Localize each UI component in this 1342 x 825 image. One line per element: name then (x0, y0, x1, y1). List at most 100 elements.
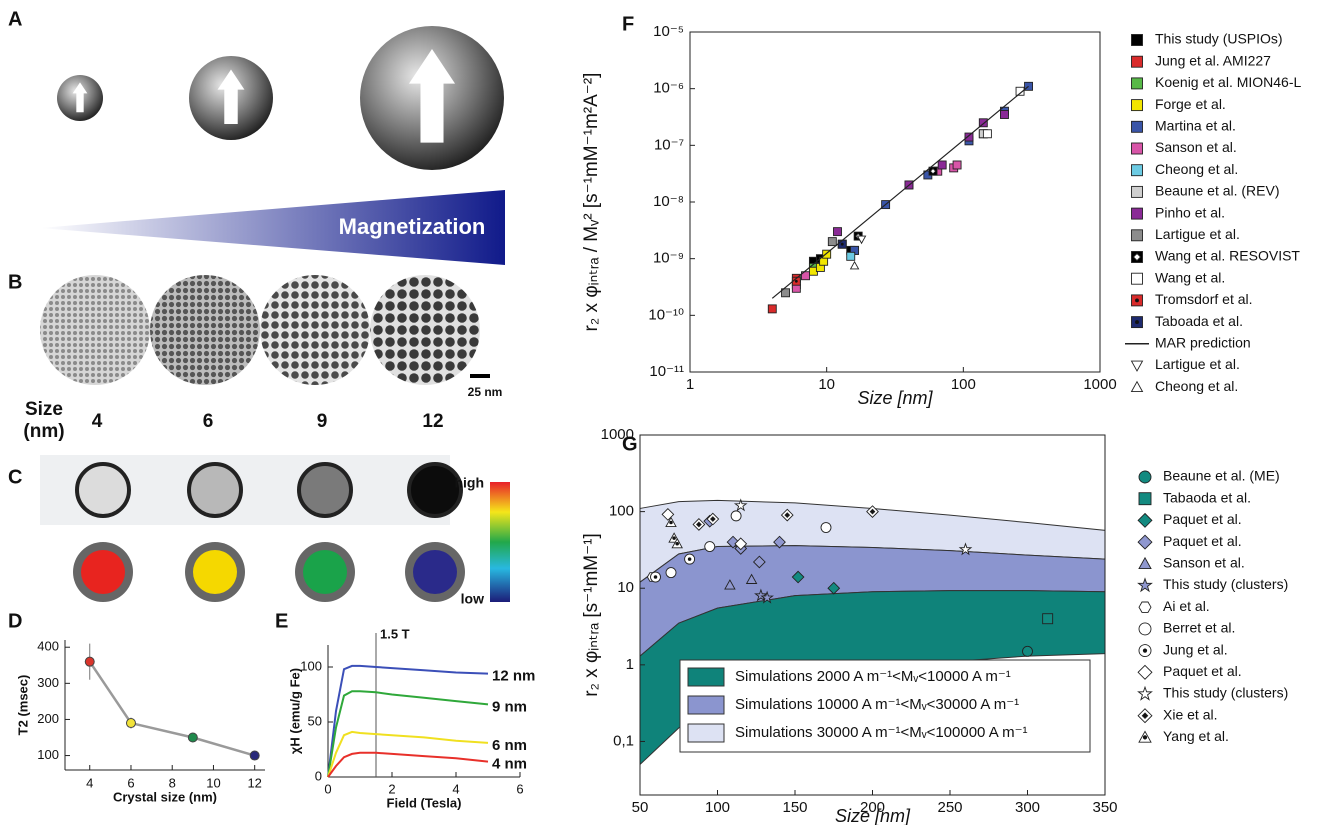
magnetization-curve (328, 691, 488, 777)
legend-label: Sanson et al. (1155, 139, 1237, 155)
panel-letter: E (275, 610, 288, 632)
legend-label: Martina et al. (1155, 118, 1236, 134)
band-label: Simulations 30000 A m⁻¹<Mᵥ<100000 A m⁻¹ (735, 724, 1028, 741)
y-tick-label: 10⁻⁵ (653, 23, 684, 40)
legend-label: Paquet et al. (1163, 533, 1242, 549)
legend-label: Wang et al. (1155, 269, 1225, 285)
legend-marker (1132, 273, 1143, 284)
marker-dot (1135, 298, 1139, 302)
data-point (1043, 614, 1053, 624)
legend-marker (1139, 558, 1151, 569)
marker-shape (1023, 646, 1033, 656)
marker-shape (1132, 100, 1143, 111)
marker-shape (1132, 56, 1143, 67)
marker-dot (795, 280, 798, 283)
legend-marker (1138, 687, 1151, 699)
panel-letter: B (8, 271, 22, 293)
y-axis-label: r₂ x φᵢₙₜᵣₐ [s⁻¹mM⁻¹] (581, 533, 602, 697)
legend-marker (1132, 143, 1143, 154)
data-point (833, 228, 841, 236)
marker-shape (1132, 382, 1143, 392)
legend-label: Koenig et al. MION46-L (1155, 74, 1302, 90)
legend-label: Jung et al. (1163, 641, 1228, 657)
legend-marker (1139, 602, 1151, 612)
data-point (188, 733, 197, 742)
data-point (983, 130, 991, 138)
x-tick-label: 6 (516, 781, 523, 796)
phantom-t2 (299, 464, 351, 516)
data-point (768, 305, 776, 313)
x-tick-label: 1 (686, 376, 694, 393)
legend-label: This study (clusters) (1163, 685, 1288, 701)
marker-dot (675, 542, 679, 546)
marker-dot (841, 243, 844, 246)
marker-shape (1138, 514, 1152, 528)
legend-label: Beaune et al. (REV) (1155, 183, 1280, 199)
legend-marker (1132, 252, 1143, 263)
legend-label: Yang et al. (1163, 728, 1229, 744)
legend-label: Lartigue et al. (1155, 356, 1240, 372)
legend-marker (1132, 121, 1143, 132)
marker-shape (768, 305, 776, 313)
size-label: (nm) (23, 421, 64, 442)
data-point (705, 542, 715, 552)
marker-shape (1139, 471, 1151, 483)
y-tick-label: 10⁻¹⁰ (648, 306, 684, 323)
data-point (651, 572, 661, 582)
data-point (851, 262, 859, 269)
data-point (938, 161, 946, 169)
data-point (953, 161, 961, 169)
legend-label: Jung et al. AMI227 (1155, 52, 1271, 68)
marker-dot (669, 521, 673, 525)
marker-dot (654, 575, 658, 579)
panel-letter: D (8, 610, 22, 632)
legend-label: Paquet et al. (1163, 663, 1242, 679)
colorbar-low: low (461, 591, 484, 607)
legend-marker (1132, 78, 1143, 89)
marker-shape (828, 238, 836, 246)
y-tick-label: 0,1 (613, 732, 634, 749)
legend-label: Cheong et al. (1155, 161, 1238, 177)
phantom-map (193, 550, 237, 594)
legend-label: Lartigue et al. (1155, 226, 1240, 242)
phantom-t2 (409, 464, 461, 516)
y-tick-label: 10⁻⁹ (653, 250, 684, 267)
x-axis-label: Crystal size (nm) (113, 789, 217, 804)
figure: ABCDEFGMagnetization25 nmSize(nm)46912hi… (0, 0, 1342, 825)
marker-shape (965, 133, 973, 141)
band-label: Simulations 2000 A m⁻¹<Mᵥ<10000 A m⁻¹ (735, 668, 1011, 685)
x-tick-label: 1000 (1083, 376, 1116, 393)
band-swatch (688, 696, 724, 714)
marker-shape (938, 161, 946, 169)
field-marker-label: 1.5 T (380, 626, 410, 641)
marker-shape (1132, 78, 1143, 89)
tem-image (260, 275, 370, 385)
marker-shape (1132, 35, 1143, 46)
legend-label: Taboada et al. (1155, 313, 1243, 329)
phantom-t2 (77, 464, 129, 516)
data-point (838, 240, 846, 248)
legend-marker (1138, 535, 1152, 549)
data-point (250, 751, 259, 760)
y-tick-label: 10⁻⁷ (654, 136, 684, 153)
marker-shape (1138, 579, 1151, 591)
y-tick-label: 1 (626, 656, 634, 673)
legend-label: Pinho et al. (1155, 204, 1225, 220)
y-tick-label: 0 (315, 768, 322, 783)
data-point (965, 133, 973, 141)
x-tick-label: 250 (937, 799, 962, 816)
y-tick-label: 10 (617, 579, 634, 596)
legend-marker (1132, 382, 1143, 392)
x-tick-label: 350 (1092, 799, 1117, 816)
size-label: Size (25, 399, 63, 420)
marker-shape (1132, 186, 1143, 197)
legend-label: Forge et al. (1155, 96, 1226, 112)
legend-marker (1139, 471, 1151, 483)
x-tick-label: 12 (247, 775, 261, 790)
legend-marker (1139, 623, 1151, 635)
magnetization-curve (328, 753, 488, 777)
legend-label: Sanson et al. (1163, 555, 1245, 571)
marker-shape (1139, 558, 1151, 569)
x-axis-label: Size [nm] (857, 388, 933, 408)
legend-marker (1132, 35, 1143, 46)
